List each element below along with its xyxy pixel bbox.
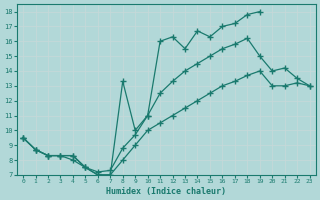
X-axis label: Humidex (Indice chaleur): Humidex (Indice chaleur) <box>106 187 226 196</box>
